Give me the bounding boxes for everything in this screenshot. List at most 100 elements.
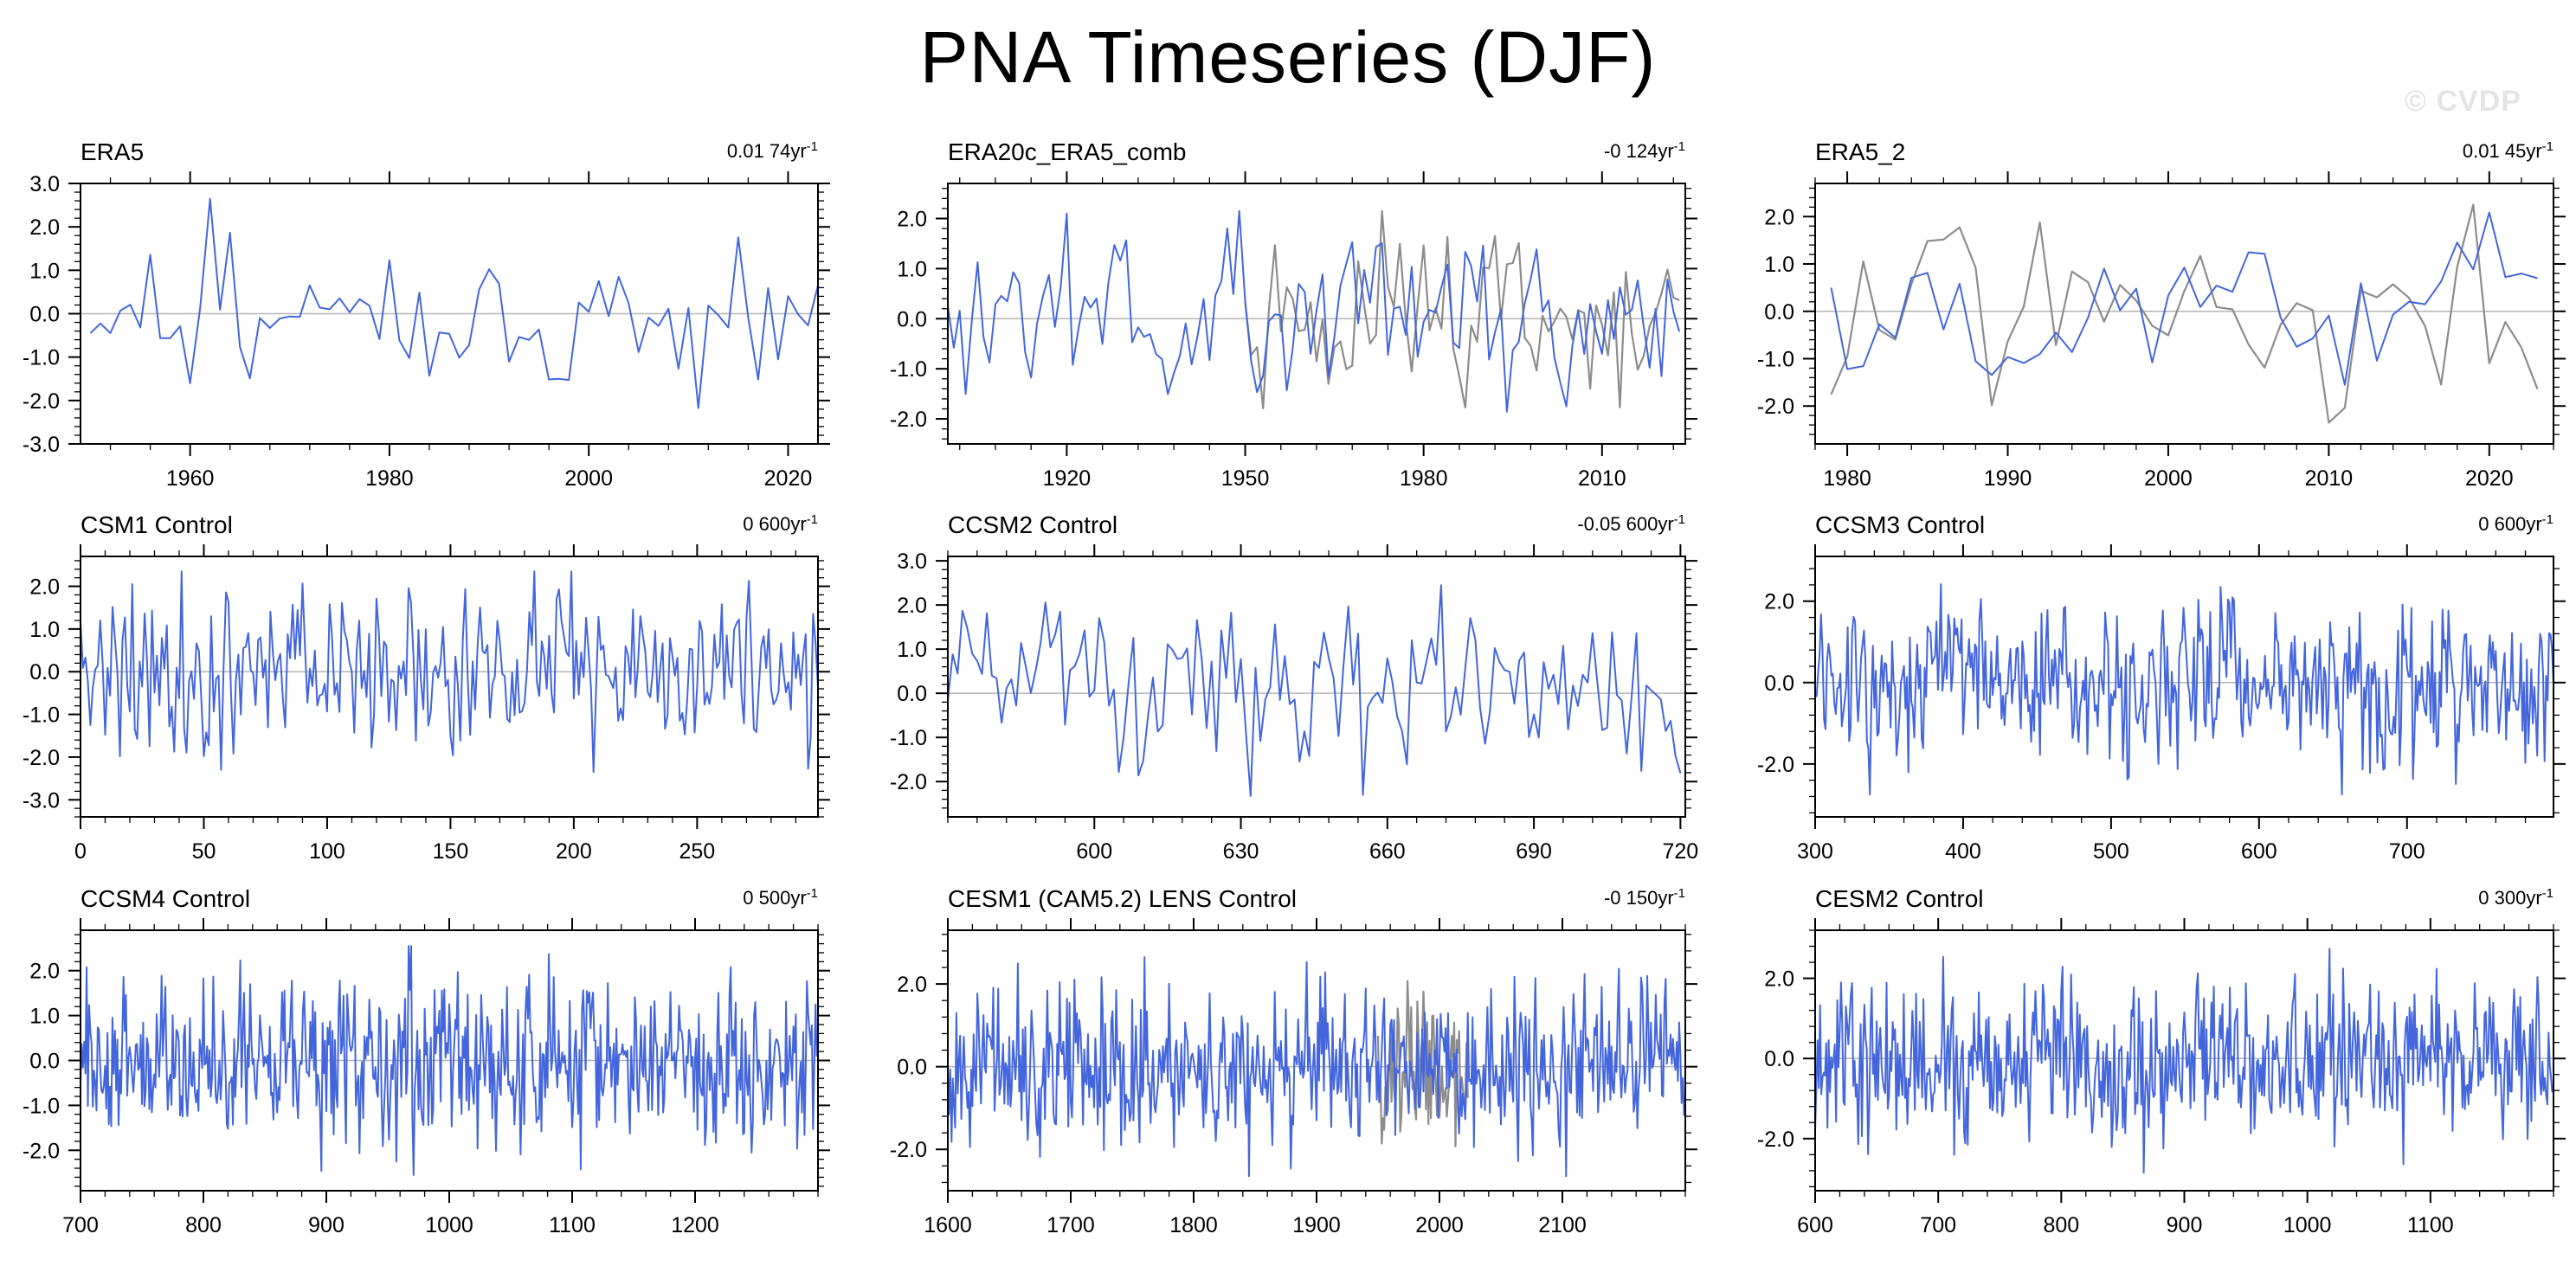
x-tick-label: 50 xyxy=(192,839,216,864)
trend-label: 0.01 74yr-1 xyxy=(727,139,818,163)
y-tick-label: 0.0 xyxy=(1764,672,1794,696)
plot-frame xyxy=(947,556,1686,818)
y-tick-label: 2.0 xyxy=(897,594,927,618)
x-tick-label: 1950 xyxy=(1221,466,1270,491)
y-tick-label: -2.0 xyxy=(890,1138,927,1162)
y-tick-label: 2.0 xyxy=(29,960,60,984)
trend-exponent: -1 xyxy=(807,512,818,527)
trend-value: -0 150yr xyxy=(1604,887,1674,909)
plot-frame xyxy=(1814,556,2554,818)
y-tick-label: -3.0 xyxy=(23,433,60,457)
y-tick-label: -1.0 xyxy=(890,357,927,382)
x-tick-label: 1100 xyxy=(549,1213,596,1237)
x-tick-label: 1600 xyxy=(924,1213,972,1237)
watermark: © CVDP xyxy=(2405,85,2521,118)
x-tick-label: 1000 xyxy=(425,1213,473,1237)
series-line-0 xyxy=(1830,203,2539,424)
trend-exponent: -1 xyxy=(1674,886,1685,901)
x-tick-label: 600 xyxy=(2241,839,2277,864)
chart-title: CESM2 Control xyxy=(1815,885,1984,912)
x-tick-label: 300 xyxy=(1797,839,1833,864)
y-tick-label: 0.0 xyxy=(1764,1047,1794,1071)
x-tick-label: 1960 xyxy=(166,466,215,491)
trend-label: 0 600yr-1 xyxy=(743,512,818,536)
y-tick-label: 1.0 xyxy=(29,259,60,283)
x-tick-label: 1900 xyxy=(1292,1213,1341,1237)
trend-label: -0.05 600yr-1 xyxy=(1577,512,1685,536)
chart-title: ERA5 xyxy=(80,138,144,165)
y-tick-label: 2.0 xyxy=(1764,967,1794,992)
chart-panel-1: ERA20c_ERA5_comb -0 124yr-1 -2.0 -1.0 0.0 1.0… xyxy=(890,138,1697,491)
trend-label: -0 124yr-1 xyxy=(1604,139,1685,163)
x-tick-label: 1800 xyxy=(1169,1213,1218,1237)
x-tick-label: 1980 xyxy=(1823,466,1871,491)
x-tick-label: 700 xyxy=(1920,1213,1956,1237)
trend-value: 0.01 45yr xyxy=(2463,140,2542,162)
chart-title: CESM1 (CAM5.2) LENS Control xyxy=(948,885,1297,912)
trend-label: 0.01 45yr-1 xyxy=(2463,139,2553,163)
series-line-1 xyxy=(947,956,1685,1178)
x-tick-label: 900 xyxy=(308,1213,345,1237)
y-tick-label: -1.0 xyxy=(1757,347,1794,371)
trend-exponent: -1 xyxy=(2542,886,2553,901)
trend-exponent: -1 xyxy=(807,886,818,901)
y-tick-label: 0.0 xyxy=(29,303,60,327)
y-tick-label: 3.0 xyxy=(897,549,927,574)
y-tick-label: -2.0 xyxy=(890,770,927,794)
x-tick-label: 2010 xyxy=(2305,466,2354,491)
x-tick-label: 700 xyxy=(2389,839,2425,864)
x-tick-label: 700 xyxy=(62,1213,99,1237)
x-tick-label: 1980 xyxy=(1400,466,1448,491)
trend-label: 0 500yr-1 xyxy=(743,886,818,909)
y-tick-label: 0.0 xyxy=(29,660,60,684)
y-tick-label: 2.0 xyxy=(1764,590,1794,614)
x-tick-label: 0 xyxy=(74,839,87,864)
trend-value: -0.05 600yr xyxy=(1577,513,1673,535)
y-tick-label: 1.0 xyxy=(29,1005,60,1029)
trend-exponent: -1 xyxy=(1674,139,1685,154)
chart-title: ERA5_2 xyxy=(1815,138,1905,165)
y-tick-label: -2.0 xyxy=(23,389,60,414)
trend-value: 0 600yr xyxy=(2478,513,2541,535)
x-tick-label: 800 xyxy=(185,1213,222,1237)
y-tick-label: 1.0 xyxy=(29,618,60,642)
x-tick-label: 1980 xyxy=(365,466,414,491)
y-tick-label: 0.0 xyxy=(29,1050,60,1074)
chart-panel-0: ERA5 0.01 74yr-1 -3.0 -2.0 -1.0 0.0 1.0 2.0 3.0 1… xyxy=(23,138,830,491)
x-tick-label: 2010 xyxy=(1578,466,1626,491)
y-tick-label: 1.0 xyxy=(897,257,927,281)
series-line-1 xyxy=(1830,211,2538,386)
y-tick-label: -1.0 xyxy=(23,346,60,370)
y-tick-label: 0.0 xyxy=(897,1056,927,1080)
x-tick-label: 100 xyxy=(309,839,345,864)
y-tick-label: 2.0 xyxy=(897,973,927,997)
y-tick-label: 1.0 xyxy=(897,638,927,662)
series-line-1 xyxy=(947,209,1681,413)
chart-title: CCSM3 Control xyxy=(1815,511,1985,538)
x-tick-label: 250 xyxy=(679,839,716,864)
y-tick-label: -1.0 xyxy=(23,704,60,728)
x-tick-label: 630 xyxy=(1223,839,1259,864)
y-tick-label: 0.0 xyxy=(1764,300,1794,325)
x-tick-label: 1920 xyxy=(1043,466,1092,491)
chart-panel-2: ERA5_2 0.01 45yr-1 -2.0 -1.0 0.0 1.0 2.0 1980 19… xyxy=(1757,138,2566,491)
chart-panel-4: CCSM2 Control -0.05 600yr-1 -2.0 -1.0 0.0 1.0… xyxy=(890,511,1698,864)
series-line-0 xyxy=(80,570,819,774)
chart-title: CSM1 Control xyxy=(80,511,233,538)
trend-label: 0 300yr-1 xyxy=(2478,886,2553,909)
chart-panel-3: CSM1 Control 0 600yr-1 -3.0 -2.0 -1.0 0.0 1.0 2… xyxy=(23,511,830,864)
y-tick-label: -2.0 xyxy=(1757,1128,1794,1152)
chart-title: CCSM4 Control xyxy=(80,885,250,912)
y-tick-label: -2.0 xyxy=(1757,753,1794,777)
trend-value: 0 300yr xyxy=(2478,887,2541,909)
y-tick-label: 2.0 xyxy=(29,575,60,600)
trend-exponent: -1 xyxy=(2542,512,2553,527)
chart-title: CCSM2 Control xyxy=(948,511,1117,538)
series-line-0 xyxy=(947,584,1682,797)
x-tick-label: 2020 xyxy=(764,466,813,491)
y-tick-label: -2.0 xyxy=(1757,395,1794,419)
chart-panel-6: CCSM4 Control 0 500yr-1 -2.0 -1.0 0.0 1.0 2.0 7… xyxy=(23,885,830,1237)
chart-panel-7: CESM1 (CAM5.2) LENS Control -0 150yr-1 -2.… xyxy=(890,885,1697,1237)
x-tick-label: 150 xyxy=(433,839,469,864)
